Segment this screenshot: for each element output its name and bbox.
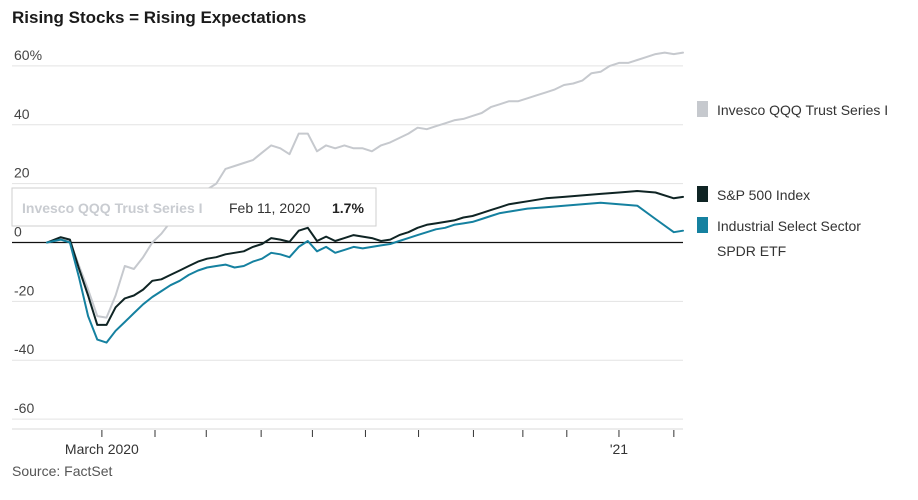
series-lines	[46, 51, 684, 344]
tooltip-series: Invesco QQQ Trust Series I	[22, 200, 203, 216]
series-line-2	[46, 190, 684, 326]
legend-swatch	[697, 217, 708, 233]
series-line-1	[46, 51, 684, 319]
y-tick-label: -60	[14, 400, 34, 416]
x-tick-label: March 2020	[65, 441, 139, 457]
x-axis: March 2020 '21	[12, 428, 683, 457]
tooltip-box	[11, 187, 377, 227]
tooltip-value: 1.7%	[332, 200, 364, 216]
tooltip: Invesco QQQ Trust Series I Feb 11, 2020 …	[11, 187, 377, 227]
y-tick-label: -20	[14, 282, 34, 298]
tooltip-date: Feb 11, 2020	[229, 200, 311, 216]
y-tick-label: 0	[14, 224, 22, 240]
legend-swatch	[697, 186, 708, 202]
legend: Invesco QQQ Trust Series I S&P 500 Index I…	[697, 101, 888, 259]
y-tick-label: 60%	[14, 47, 42, 63]
legend-label: SPDR ETF	[717, 243, 786, 259]
source-note: Source: FactSet	[12, 463, 113, 479]
x-tick-label: '21	[610, 441, 628, 457]
grid-lines	[12, 65, 683, 420]
legend-swatch	[697, 101, 708, 117]
legend-label: Industrial Select Sector	[717, 218, 861, 234]
y-tick-label: 20	[14, 165, 30, 181]
y-tick-label: 40	[14, 106, 30, 122]
chart-title: Rising Stocks = Rising Expectations	[12, 8, 307, 27]
y-axis-ticks: 60% 40 20 0 -20 -40 -60	[14, 47, 42, 416]
y-tick-label: -40	[14, 341, 34, 357]
legend-label: Invesco QQQ Trust Series I	[717, 102, 888, 118]
legend-label: S&P 500 Index	[717, 187, 810, 203]
series-line-3	[46, 201, 684, 344]
